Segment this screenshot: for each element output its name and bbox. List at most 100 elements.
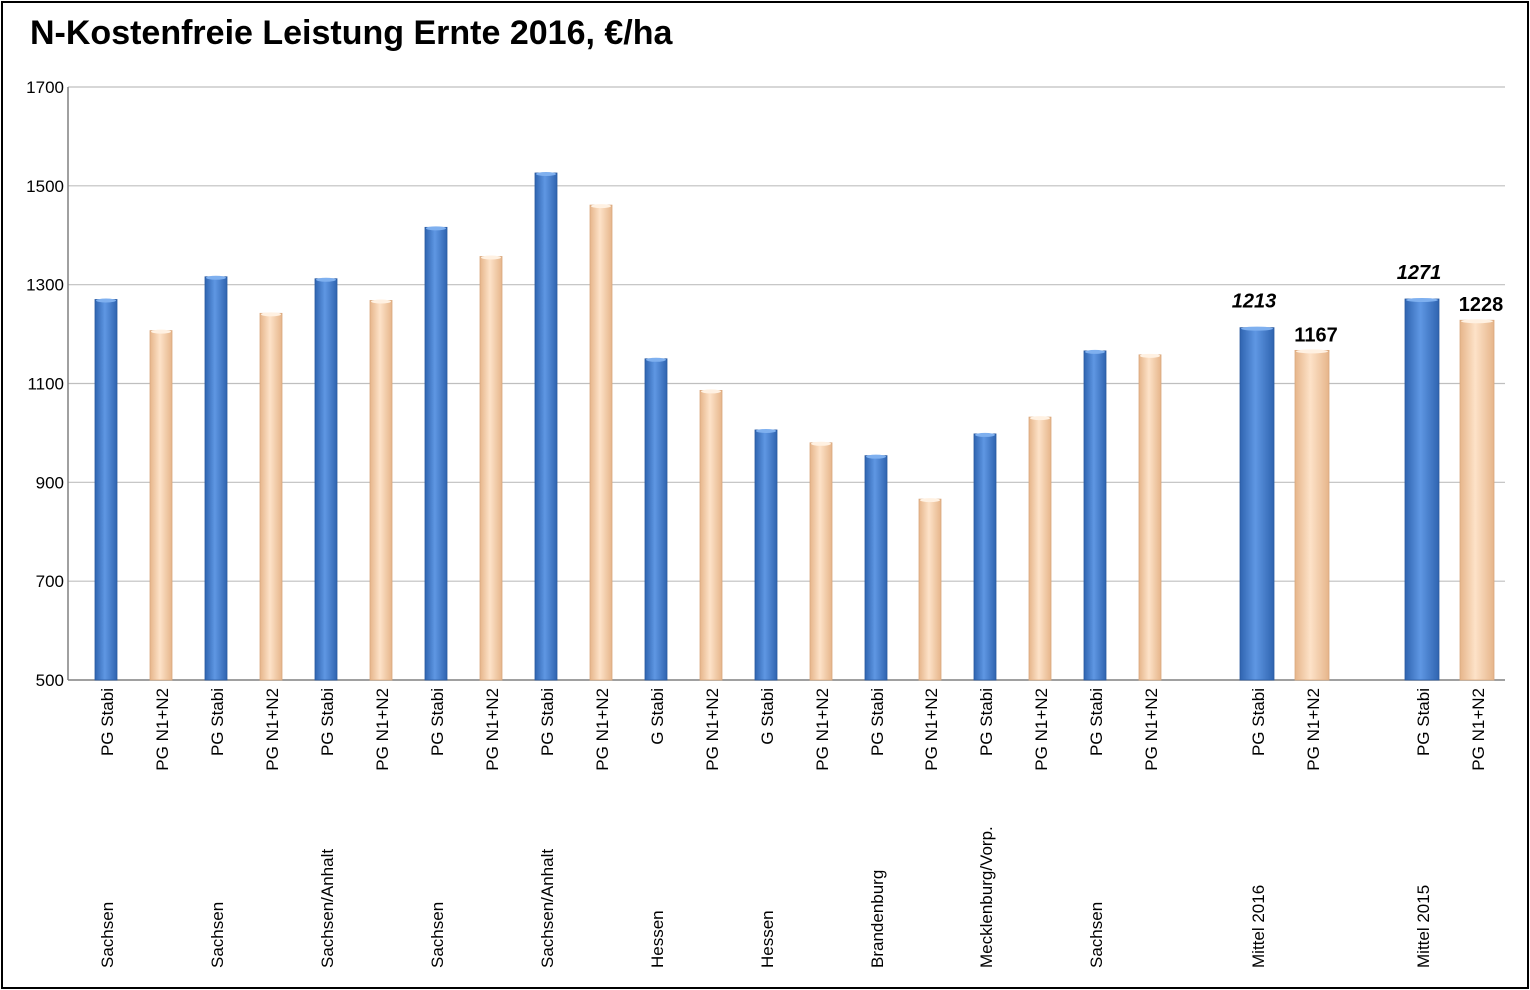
y-tick-label: 1500 (26, 177, 64, 196)
bar (1028, 416, 1052, 681)
x-tick-label: PG Stabi (538, 688, 557, 756)
x-tick-label: G Stabi (758, 688, 777, 745)
bar-cap (1030, 416, 1050, 421)
bar (644, 358, 668, 681)
bar-cap (1140, 353, 1160, 358)
group-label: Hessen (648, 910, 667, 968)
bar-cap (1241, 326, 1273, 331)
bar-cap (261, 312, 281, 317)
x-tick-label: PG N1+N2 (703, 688, 722, 771)
bar (94, 299, 118, 681)
x-tick-label: PG Stabi (1249, 688, 1268, 756)
bar-cap (701, 389, 721, 394)
bar (149, 330, 173, 681)
bar (809, 442, 833, 681)
data-label: 1271 (1397, 262, 1442, 284)
data-label: 1167 (1294, 324, 1337, 346)
bar (699, 390, 723, 681)
data-label: 1228 (1459, 294, 1504, 316)
bar-cap (1461, 319, 1493, 324)
bar-cap (756, 428, 776, 433)
bar (1138, 354, 1162, 681)
bar-cap (646, 357, 666, 362)
bar-cap (151, 329, 171, 334)
y-tick-label: 900 (36, 473, 64, 492)
labels: 500 700 900 1100 1300 1500 1700 PG Stabi Sachsen… (26, 78, 1503, 968)
bar-cap (866, 454, 886, 459)
bar (1459, 319, 1495, 681)
group-label: Sachsen (1087, 902, 1106, 968)
group-label: Sachsen (428, 902, 447, 968)
bar (314, 278, 338, 681)
data-label: 1213 (1232, 291, 1277, 313)
y-tick-label: 1300 (26, 276, 64, 295)
bar (918, 498, 942, 681)
bar (479, 256, 503, 681)
gridlines (67, 86, 1505, 681)
x-tick-label: PG N1+N2 (263, 688, 282, 771)
bars (94, 171, 1495, 681)
x-tick-label: PG Stabi (208, 688, 227, 756)
group-label: Brandenburg (868, 870, 887, 968)
bar-cap (1406, 297, 1438, 302)
x-tick-label: PG N1+N2 (1142, 688, 1161, 771)
bar-cap (371, 299, 391, 304)
x-tick-label: PG N1+N2 (483, 688, 502, 771)
bar (204, 276, 228, 681)
bar-cap (206, 275, 226, 280)
y-tick-label: 700 (36, 572, 64, 591)
group-label: Mittel 2015 (1414, 885, 1433, 968)
x-tick-label: PG N1+N2 (922, 688, 941, 771)
bar (589, 204, 613, 681)
bar-cap (1296, 349, 1328, 354)
y-tick-label: 1100 (27, 375, 64, 394)
x-tick-label: G Stabi (648, 688, 667, 745)
bar-cap (811, 441, 831, 446)
x-tick-label: PG Stabi (98, 688, 117, 756)
bar (1404, 298, 1440, 681)
x-tick-label: PG Stabi (868, 688, 887, 756)
x-tick-label: PG N1+N2 (373, 688, 392, 771)
x-tick-label: PG Stabi (318, 688, 337, 756)
group-label: Sachsen (208, 902, 227, 968)
bar-cap (591, 204, 611, 209)
x-tick-label: PG N1+N2 (1469, 688, 1488, 771)
bar (754, 429, 778, 681)
group-label: Sachsen/Anhalt (318, 849, 337, 968)
bar-cap (316, 277, 336, 282)
bar-cap (426, 226, 446, 231)
x-tick-label: PG N1+N2 (1304, 688, 1323, 771)
bar-cap (481, 255, 501, 260)
bar-cap (1085, 349, 1105, 354)
x-tick-label: PG Stabi (1087, 688, 1106, 756)
x-tick-label: PG N1+N2 (593, 688, 612, 771)
bar (1239, 327, 1275, 681)
bar (1294, 349, 1330, 681)
bar-cap (920, 498, 940, 503)
x-tick-label: PG Stabi (1414, 688, 1433, 756)
group-label: Mittel 2016 (1249, 885, 1268, 968)
group-label: Hessen (758, 910, 777, 968)
group-label: Mecklenburg/Vorp. (977, 826, 996, 968)
x-tick-label: PG Stabi (428, 688, 447, 756)
bar (534, 172, 558, 681)
bar-cap (96, 298, 116, 303)
group-label: Sachsen (98, 902, 117, 968)
bar (424, 226, 448, 681)
group-label: Sachsen/Anhalt (538, 849, 557, 968)
x-tick-label: PG N1+N2 (153, 688, 172, 771)
x-tick-label: PG N1+N2 (1032, 688, 1051, 771)
bar (1083, 350, 1107, 681)
y-tick-label: 500 (36, 671, 64, 690)
x-tick-label: PG Stabi (977, 688, 996, 756)
bar (259, 312, 283, 681)
bar-cap (536, 171, 556, 176)
x-tick-label: PG N1+N2 (813, 688, 832, 771)
bar-cap (975, 432, 995, 437)
bar (864, 455, 888, 681)
bar (973, 433, 997, 681)
y-tick-label: 1700 (26, 78, 64, 97)
bar (369, 300, 393, 681)
chart-title: N-Kostenfreie Leistung Ernte 2016, €/ha (30, 14, 673, 52)
